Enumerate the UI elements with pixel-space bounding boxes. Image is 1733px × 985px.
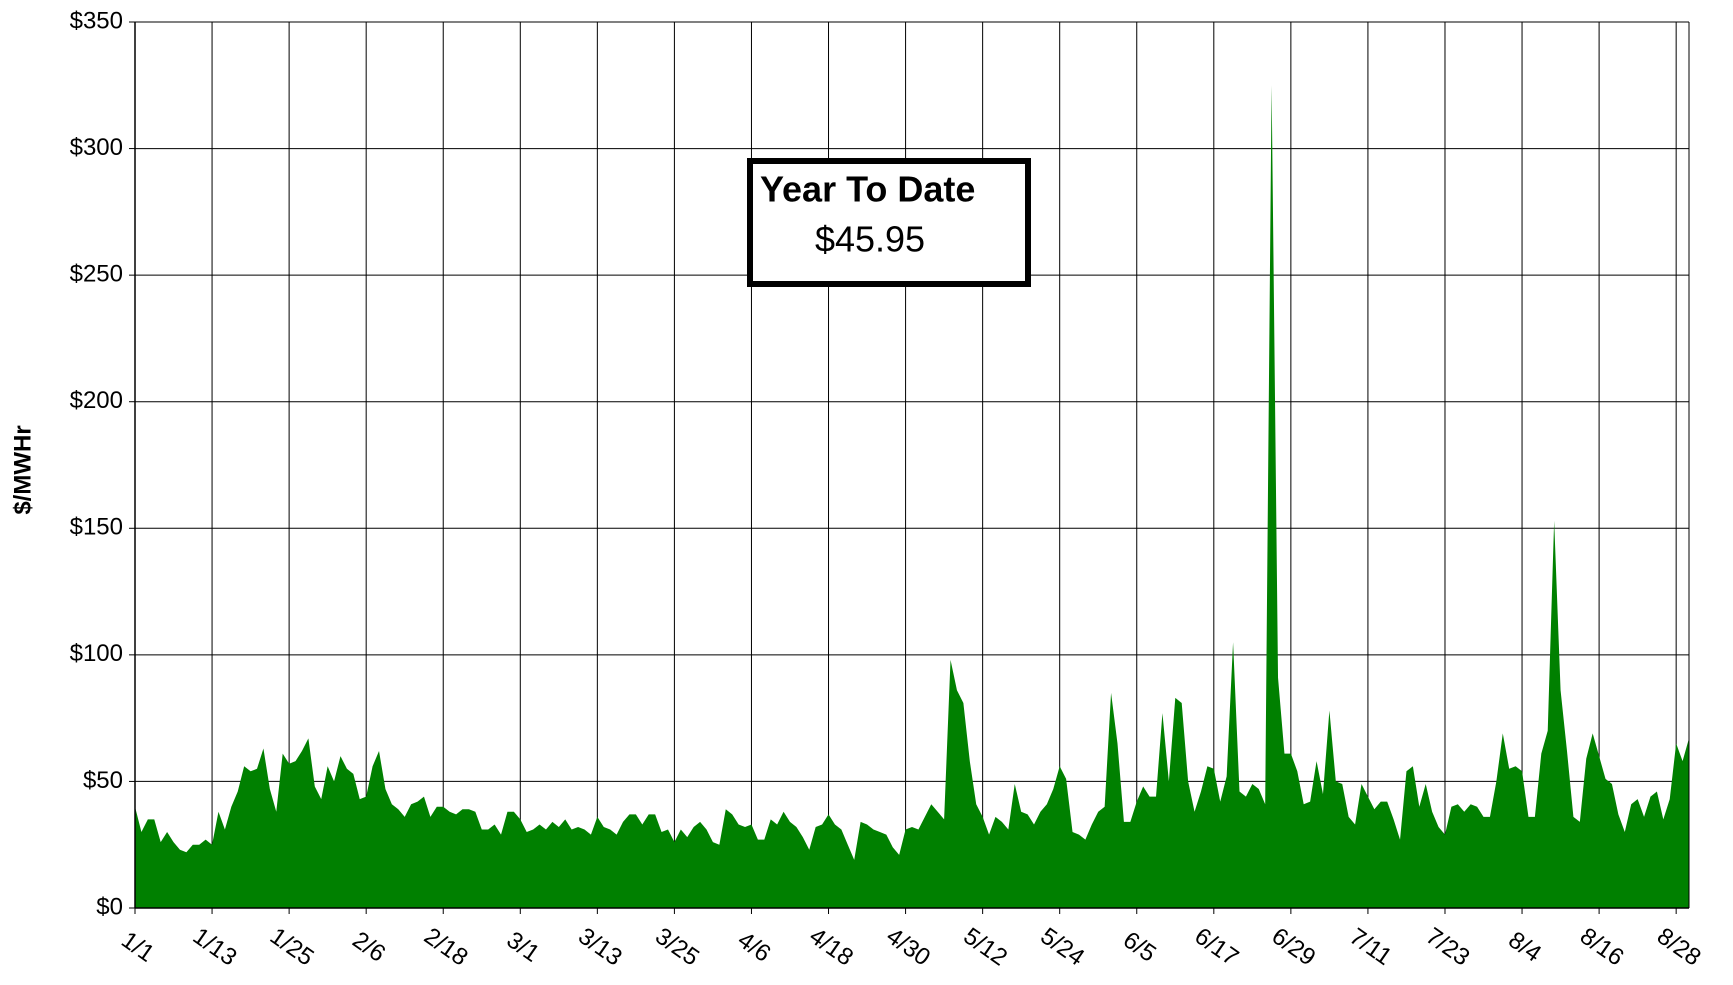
annotation-title: Year To Date xyxy=(760,169,975,210)
x-tick-label: 6/5 xyxy=(1118,926,1161,967)
x-tick-label: 1/13 xyxy=(188,923,242,972)
x-tick-label: 1/25 xyxy=(265,923,319,972)
x-tick-label: 1/1 xyxy=(116,926,159,967)
x-tick-label: 2/6 xyxy=(347,926,390,967)
y-tick-label: $300 xyxy=(70,134,123,161)
annotation-box xyxy=(747,158,1031,287)
x-tick-label: 6/29 xyxy=(1267,923,1321,972)
x-tick-label: 4/6 xyxy=(733,926,776,967)
y-tick-label: $0 xyxy=(96,893,123,920)
x-tick-label: 7/11 xyxy=(1344,923,1396,971)
x-tick-label: 6/17 xyxy=(1190,923,1244,972)
x-tick-label: 8/4 xyxy=(1503,926,1546,967)
y-axis-label: $/MWHr xyxy=(9,425,36,514)
x-tick-label: 4/18 xyxy=(804,923,858,972)
y-tick-label: $250 xyxy=(70,260,123,287)
x-tick-label: 7/23 xyxy=(1421,923,1475,972)
y-tick-label: $200 xyxy=(70,387,123,414)
x-tick-label: 5/24 xyxy=(1035,923,1089,972)
x-tick-label: 5/12 xyxy=(958,923,1012,972)
y-tick-label: $350 xyxy=(70,7,123,34)
y-tick-label: $50 xyxy=(83,767,123,794)
x-tick-label: 3/13 xyxy=(573,923,627,972)
x-tick-label: 8/28 xyxy=(1652,923,1706,972)
area xyxy=(135,85,1689,909)
annotation-value: $45.95 xyxy=(815,219,925,260)
x-tick-label: 3/1 xyxy=(502,926,545,967)
y-tick-label: $150 xyxy=(70,514,123,541)
x-tick-label: 2/18 xyxy=(419,923,473,972)
x-tick-label: 4/30 xyxy=(881,923,935,972)
x-tick-label: 8/16 xyxy=(1575,923,1629,972)
x-tick-label: 3/25 xyxy=(650,923,704,972)
y-tick-label: $100 xyxy=(70,640,123,667)
